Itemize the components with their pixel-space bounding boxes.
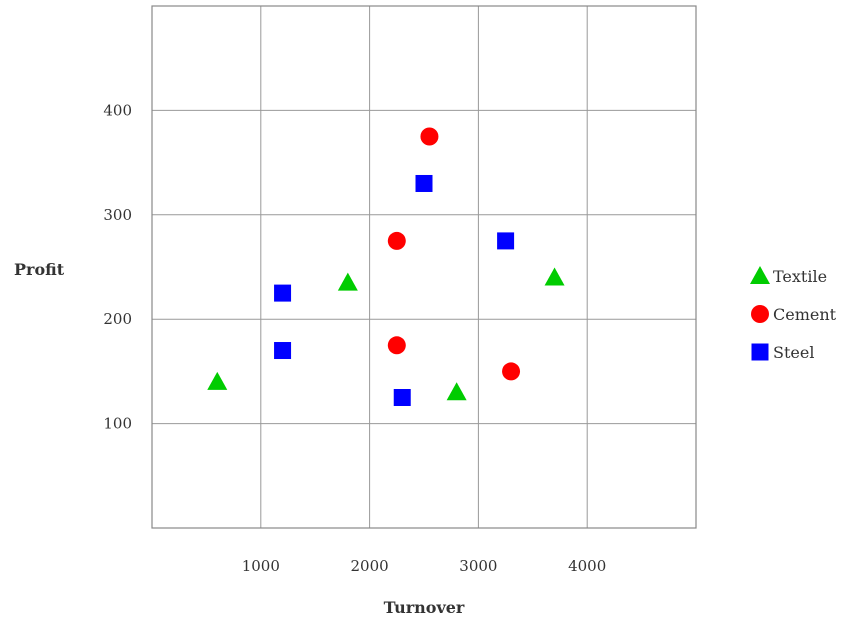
textile-point <box>337 272 358 291</box>
cement-point <box>502 362 521 381</box>
x-tick-label: 2000 <box>351 557 389 575</box>
steel-point <box>415 174 433 192</box>
legend-label-textile: Textile <box>773 267 827 286</box>
grid <box>152 6 696 528</box>
y-axis-title: Profit <box>14 260 65 279</box>
x-tick-label: 4000 <box>568 557 606 575</box>
y-tick-label: 100 <box>103 415 132 433</box>
steel-point <box>274 284 292 302</box>
cement-point <box>387 336 406 355</box>
data-points <box>207 127 565 406</box>
plot-frame <box>151 5 697 529</box>
y-tick-label: 200 <box>103 310 132 328</box>
x-tick-label: 3000 <box>459 557 497 575</box>
y-tick-labels: 100 200 300 400 <box>103 101 132 432</box>
y-tick-label: 400 <box>103 101 132 119</box>
legend-marker-steel <box>751 343 769 361</box>
legend-marker-cement <box>751 305 769 323</box>
y-tick-label: 300 <box>103 206 132 224</box>
textile-point <box>207 371 228 390</box>
x-tick-label: 1000 <box>242 557 280 575</box>
legend-label-steel: Steel <box>773 343 814 362</box>
legend: Textile Cement Steel <box>750 266 837 362</box>
legend-marker-textile <box>750 266 770 284</box>
x-axis-title: Turnover <box>384 598 465 617</box>
legend-label-cement: Cement <box>773 305 837 324</box>
cement-point <box>387 231 406 250</box>
steel-point <box>393 389 411 406</box>
cement-point <box>420 127 439 146</box>
x-tick-labels: 1000 2000 3000 4000 <box>242 557 607 575</box>
textile-point <box>544 267 565 286</box>
steel-point <box>274 342 292 360</box>
steel-point <box>497 232 515 250</box>
textile-point <box>446 382 467 401</box>
